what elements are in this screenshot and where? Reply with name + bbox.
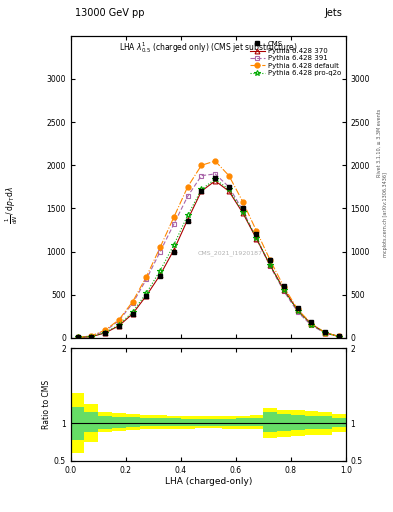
Y-axis label: Ratio to CMS: Ratio to CMS	[42, 380, 51, 429]
Text: CMS_2021_I1920187: CMS_2021_I1920187	[198, 250, 263, 256]
Text: Rivet 3.1.10, ≥ 3.3M events: Rivet 3.1.10, ≥ 3.3M events	[377, 109, 382, 178]
Text: mcplots.cern.ch [arXiv:1306.3436]: mcplots.cern.ch [arXiv:1306.3436]	[383, 173, 387, 258]
Text: 13000 GeV pp: 13000 GeV pp	[75, 8, 144, 18]
Text: LHA $\lambda^1_{0.5}$ (charged only) (CMS jet substructure): LHA $\lambda^1_{0.5}$ (charged only) (CM…	[119, 40, 298, 55]
Text: Jets: Jets	[324, 8, 342, 18]
Legend: CMS, Pythia 6.428 370, Pythia 6.428 391, Pythia 6.428 default, Pythia 6.428 pro-: CMS, Pythia 6.428 370, Pythia 6.428 391,…	[248, 39, 342, 78]
X-axis label: LHA (charged-only): LHA (charged-only)	[165, 477, 252, 486]
Text: $\frac{1}{\mathrm{d}N}\,/\,\mathrm{d}p_T\,\mathrm{d}\lambda$: $\frac{1}{\mathrm{d}N}\,/\,\mathrm{d}p_T…	[4, 186, 20, 224]
